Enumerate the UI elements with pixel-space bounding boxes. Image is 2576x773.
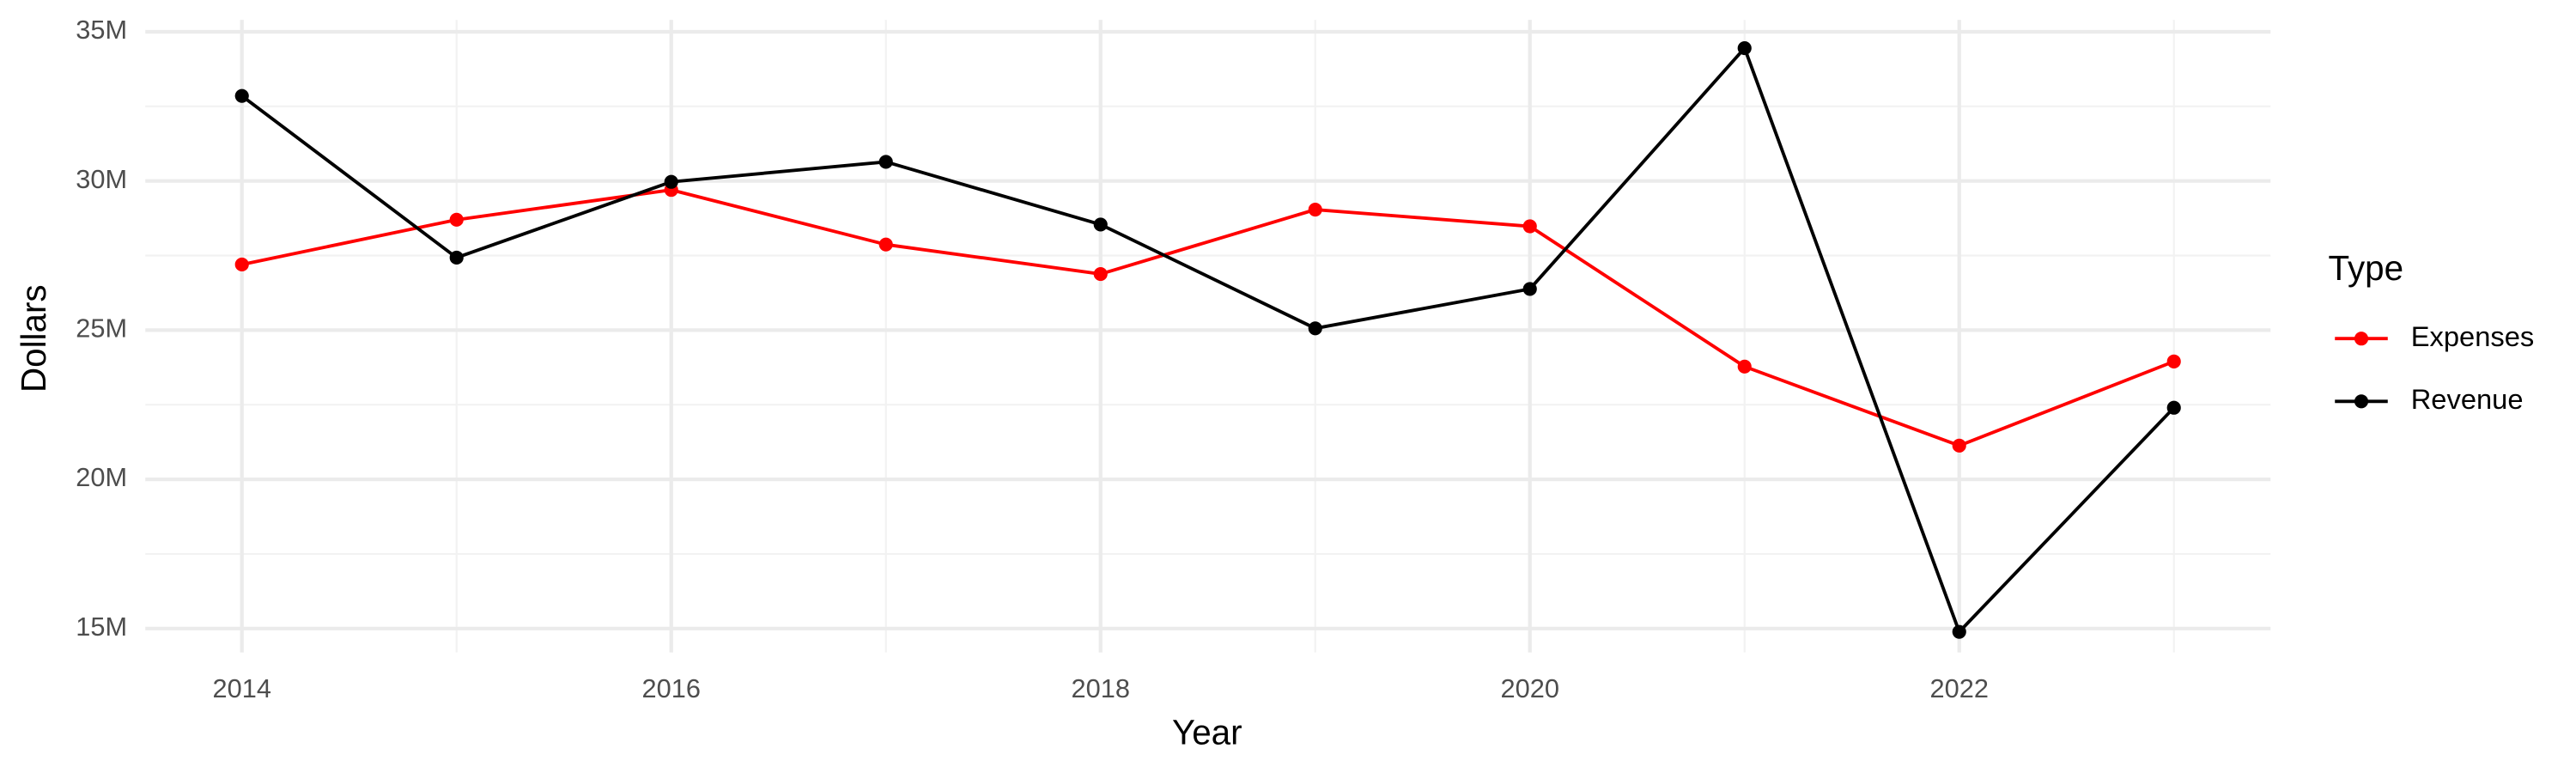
data-point	[1308, 321, 1322, 336]
data-point	[1093, 217, 1108, 232]
data-point	[1737, 359, 1752, 374]
data-point	[2166, 354, 2181, 368]
data-point	[1737, 41, 1752, 56]
series-line	[240, 45, 2176, 636]
data-point	[449, 250, 464, 265]
data-point	[234, 257, 249, 272]
legend-key-point	[2354, 394, 2369, 409]
x-tick-label: 2018	[1072, 673, 1130, 703]
legend-title: Type	[2329, 248, 2404, 288]
data-point	[1093, 267, 1108, 282]
x-tick-label: 2014	[213, 673, 271, 703]
data-point	[878, 237, 893, 252]
x-tick-label: 2022	[1930, 673, 1989, 703]
y-tick-label: 30M	[76, 164, 127, 194]
x-axis-title: Year	[1172, 712, 1242, 752]
series-line	[241, 188, 2175, 447]
data-point	[2166, 400, 2181, 415]
y-tick-label: 15M	[76, 612, 127, 642]
data-point	[449, 212, 464, 227]
data-point	[1308, 202, 1322, 217]
data-point	[1952, 438, 1966, 453]
data-point	[1952, 624, 1966, 639]
data-point	[878, 155, 893, 169]
y-tick-label: 25M	[76, 313, 127, 344]
x-tick-label: 2016	[642, 673, 701, 703]
legend-label: Revenue	[2411, 383, 2524, 415]
legend-key-point	[2354, 332, 2369, 346]
data-point	[1522, 282, 1537, 296]
legend-label: Expenses	[2411, 320, 2535, 352]
y-axis-title: Dollars	[14, 284, 53, 393]
y-tick-label: 20M	[76, 462, 127, 492]
x-tick-label: 2020	[1501, 673, 1559, 703]
data-point	[234, 88, 249, 103]
data-point	[1522, 219, 1537, 234]
y-tick-label: 35M	[76, 15, 127, 45]
data-point	[664, 174, 678, 189]
